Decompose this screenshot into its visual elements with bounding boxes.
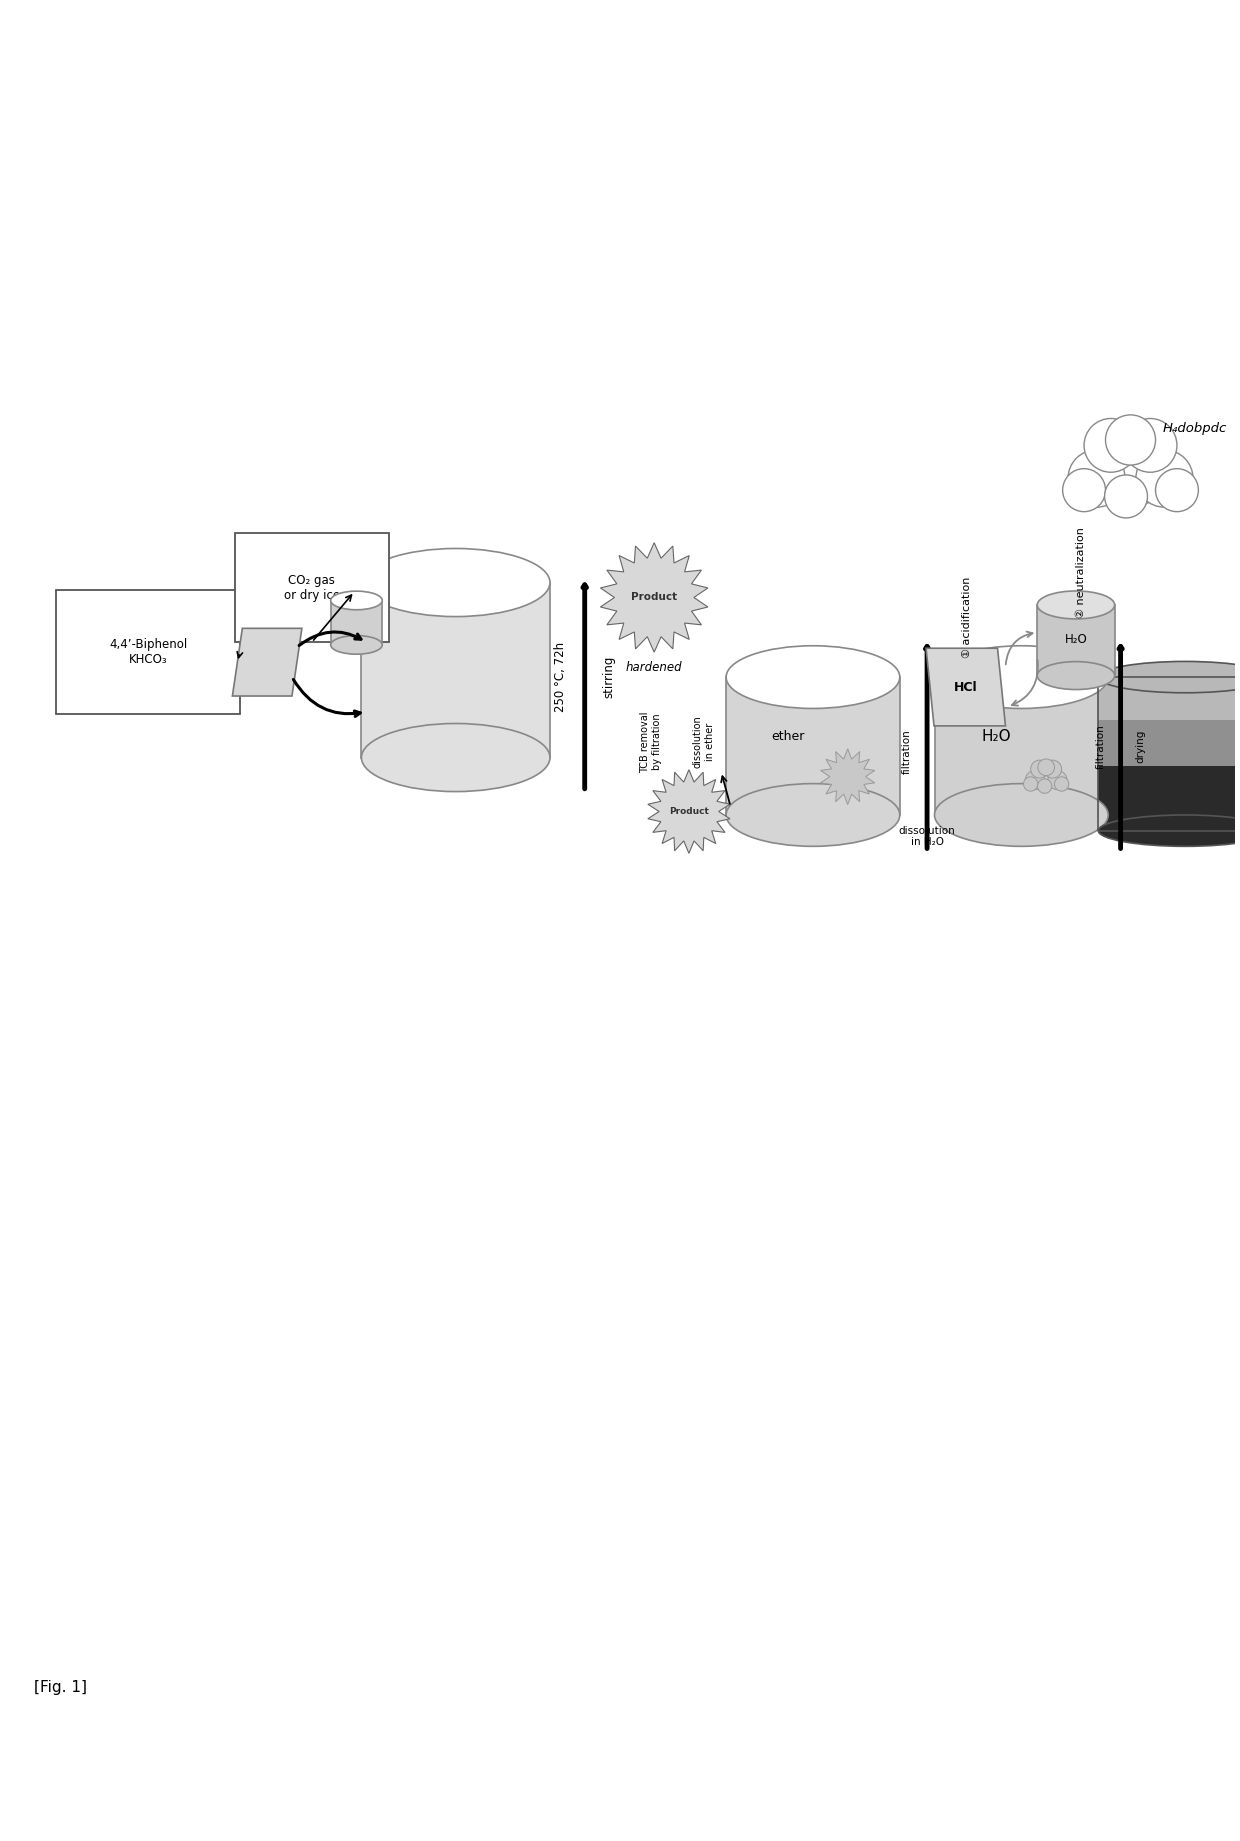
Polygon shape	[232, 628, 301, 696]
Ellipse shape	[1156, 469, 1198, 512]
Bar	[234, 532, 388, 643]
Ellipse shape	[1054, 777, 1069, 792]
Ellipse shape	[1030, 760, 1049, 779]
Ellipse shape	[1092, 433, 1168, 506]
Bar	[935, 677, 1109, 816]
Ellipse shape	[1034, 764, 1059, 790]
Ellipse shape	[935, 784, 1109, 847]
Text: CO₂ gas
or dry ice: CO₂ gas or dry ice	[284, 574, 340, 602]
Text: filtration: filtration	[1096, 724, 1106, 770]
Text: Product: Product	[631, 593, 677, 602]
Ellipse shape	[1023, 777, 1038, 792]
Ellipse shape	[1084, 418, 1137, 473]
Ellipse shape	[1068, 449, 1125, 506]
Ellipse shape	[1048, 771, 1066, 790]
Polygon shape	[647, 770, 730, 854]
Bar	[56, 589, 239, 714]
Text: H₂O: H₂O	[1065, 633, 1087, 646]
Text: [Fig. 1]: [Fig. 1]	[33, 1681, 87, 1696]
Polygon shape	[821, 749, 874, 805]
Text: dissolution
in H₂O: dissolution in H₂O	[899, 825, 956, 847]
Text: ether: ether	[771, 731, 805, 744]
Text: H₂O: H₂O	[982, 729, 1012, 744]
Bar	[1099, 677, 1240, 830]
Ellipse shape	[1123, 418, 1177, 473]
Text: Product: Product	[668, 806, 709, 816]
Ellipse shape	[331, 635, 382, 654]
Ellipse shape	[1099, 816, 1240, 847]
Ellipse shape	[1044, 760, 1061, 779]
Ellipse shape	[727, 784, 900, 847]
Bar	[1037, 606, 1115, 676]
Ellipse shape	[935, 646, 1109, 709]
Text: 250 °C, 72h: 250 °C, 72h	[554, 643, 567, 712]
Bar	[1099, 766, 1240, 830]
Ellipse shape	[1136, 449, 1193, 506]
Ellipse shape	[1106, 414, 1156, 466]
Ellipse shape	[1038, 779, 1052, 793]
Ellipse shape	[331, 591, 382, 609]
Bar	[1099, 720, 1240, 766]
Text: ② neutralization: ② neutralization	[1076, 527, 1086, 619]
Ellipse shape	[1037, 661, 1115, 690]
Bar	[1099, 677, 1240, 720]
Text: dissolution
in ether: dissolution in ether	[693, 716, 714, 768]
Text: 4,4’-Biphenol
KHCO₃: 4,4’-Biphenol KHCO₃	[109, 639, 187, 666]
Text: ① acidification: ① acidification	[962, 576, 972, 657]
Ellipse shape	[361, 724, 551, 792]
Text: TCB removal
by filtration: TCB removal by filtration	[640, 711, 662, 773]
Text: stirring: stirring	[603, 655, 615, 698]
Ellipse shape	[361, 549, 551, 617]
Ellipse shape	[1038, 758, 1054, 775]
Ellipse shape	[1105, 475, 1147, 517]
Ellipse shape	[1037, 591, 1115, 619]
Text: filtration: filtration	[903, 729, 913, 775]
Text: drying: drying	[1136, 731, 1146, 764]
Bar	[361, 582, 551, 757]
Ellipse shape	[1063, 469, 1106, 512]
Ellipse shape	[1025, 771, 1044, 790]
Bar	[331, 600, 382, 644]
Ellipse shape	[727, 646, 900, 709]
Polygon shape	[926, 648, 1006, 725]
Text: H₄dobpdc: H₄dobpdc	[1163, 422, 1228, 434]
Polygon shape	[600, 543, 708, 652]
Text: hardened: hardened	[626, 661, 682, 674]
Text: HCl: HCl	[954, 681, 977, 694]
Bar	[727, 677, 900, 816]
Ellipse shape	[1099, 661, 1240, 692]
